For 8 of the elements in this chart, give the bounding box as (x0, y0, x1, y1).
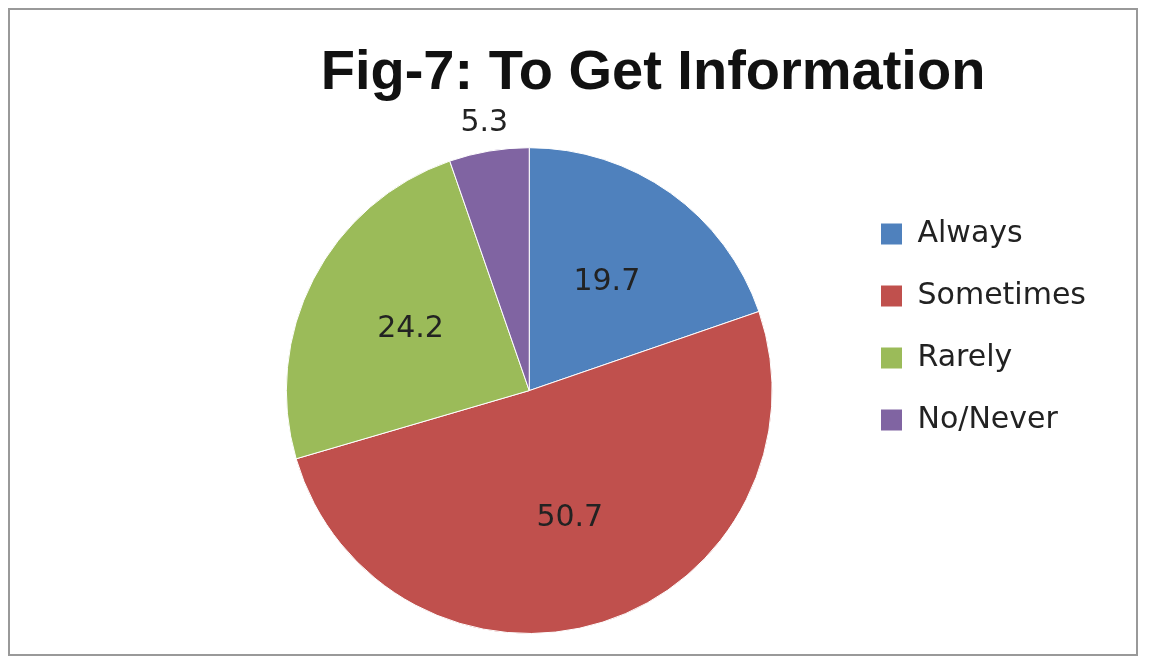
legend-label: Sometimes (917, 275, 1087, 311)
data-label: 24.2 (377, 309, 444, 345)
legend-label: Always (917, 213, 1023, 249)
data-label: 19.7 (573, 261, 641, 297)
chart-title: Fig-7: To Get Information (320, 38, 986, 102)
data-label: 50.7 (536, 497, 604, 533)
legend-label: Rarely (917, 337, 1013, 373)
data-label: 5.3 (460, 103, 509, 139)
